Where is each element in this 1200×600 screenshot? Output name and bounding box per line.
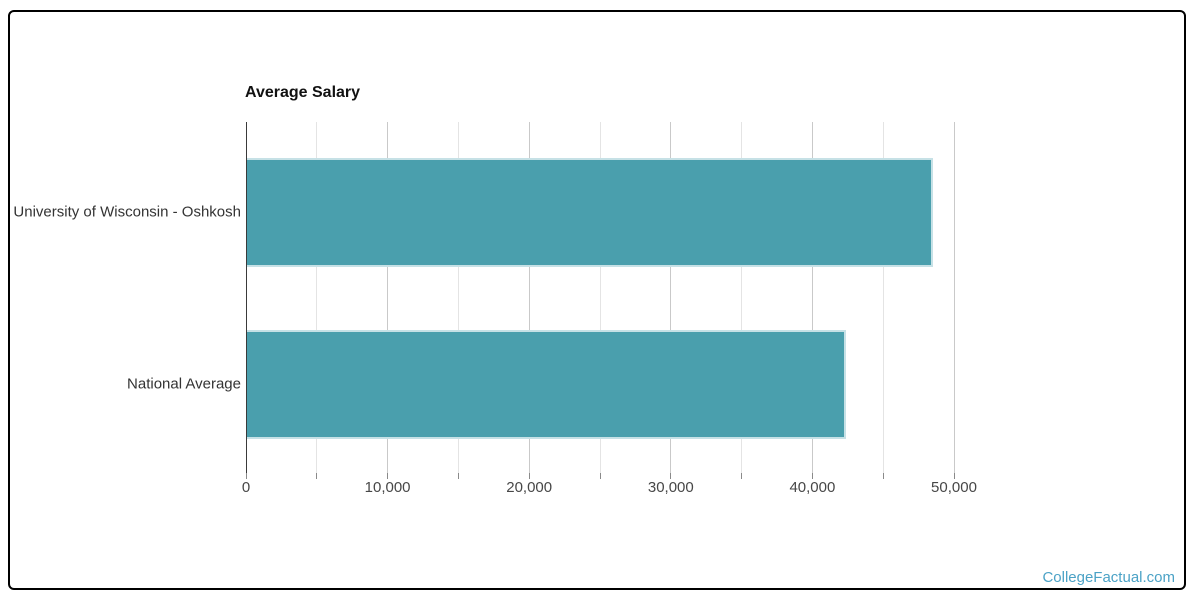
x-axis-tick: [670, 473, 672, 479]
gridline: [528, 122, 530, 473]
gridline: [882, 122, 884, 473]
x-axis-tick: [245, 473, 247, 479]
x-axis-tick: [741, 473, 743, 479]
x-axis-tick-label: 20,000: [506, 479, 553, 496]
x-axis-tick: [387, 473, 389, 479]
y-axis-line: [245, 122, 247, 473]
gridline: [387, 122, 389, 473]
x-axis-tick: [316, 473, 318, 479]
bar-school: [247, 157, 933, 267]
gridline: [741, 122, 743, 473]
x-axis-tick: [457, 473, 459, 479]
x-axis-tick-label: 40,000: [789, 479, 836, 496]
gridline: [457, 122, 459, 473]
bar-national-average: [247, 329, 847, 439]
gridline: [316, 122, 318, 473]
x-axis-tick: [882, 473, 884, 479]
x-axis-tick: [599, 473, 601, 479]
gridline: [670, 122, 672, 473]
x-axis-tick-label: 0: [241, 479, 251, 496]
x-axis-tick-label: 50,000: [931, 479, 977, 496]
category-label: University of Wisconsin - Oshkosh: [13, 203, 241, 221]
x-axis-tick-label: 10,000: [364, 479, 411, 496]
category-label: National Average: [127, 375, 241, 393]
chart-title: Average Salary: [245, 84, 361, 101]
x-axis-tick: [811, 473, 813, 479]
gridline: [811, 122, 813, 473]
x-axis-tick: [528, 473, 530, 479]
frame-border: [8, 10, 1186, 590]
gridline: [599, 122, 601, 473]
collegefactual-link[interactable]: CollegeFactual.com: [1042, 569, 1175, 586]
gridline: [953, 122, 955, 473]
x-axis-tick: [953, 473, 955, 479]
x-axis-tick-label: 30,000: [647, 479, 694, 496]
